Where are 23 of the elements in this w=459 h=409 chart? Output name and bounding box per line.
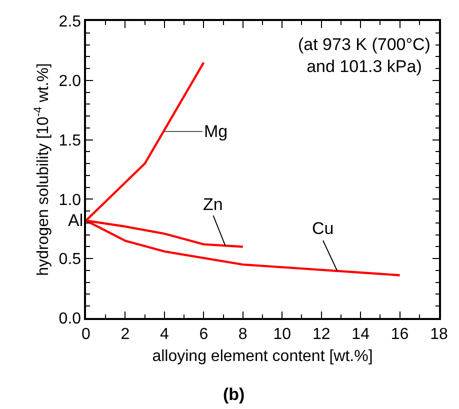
y-tick-label: 0.5 [58,251,82,268]
y-tick-label: 0.0 [58,310,82,328]
annotation: Zn [203,195,223,214]
x-tick-label: 18 [430,326,448,343]
y-tick-label: 2.5 [58,14,82,31]
annotation: Al [68,211,84,230]
y-tick-label: 1.0 [58,192,82,209]
y-tick-label: 1.5 [58,132,82,150]
x-tick-label: 16 [390,326,409,343]
x-tick-label: 12 [312,326,330,343]
annotation: Mg [204,122,228,141]
x-axis-title: alloying element content [wt.%] [152,348,373,366]
x-tick-label: 6 [199,326,208,343]
annotation: Cu [312,219,334,238]
x-tick-label: 4 [160,326,169,343]
x-tick-label: 0 [82,326,91,343]
text: (b) [223,385,245,404]
x-tick-label: 14 [352,326,370,343]
annotation: (at 973 K (700°C) and 101.3 kPa) [298,35,430,76]
x-tick-label: 8 [238,326,248,343]
y-tick-label: 2.0 [58,73,82,90]
x-tick-label: 2 [120,326,130,343]
x-tick-label: 10 [273,326,292,343]
